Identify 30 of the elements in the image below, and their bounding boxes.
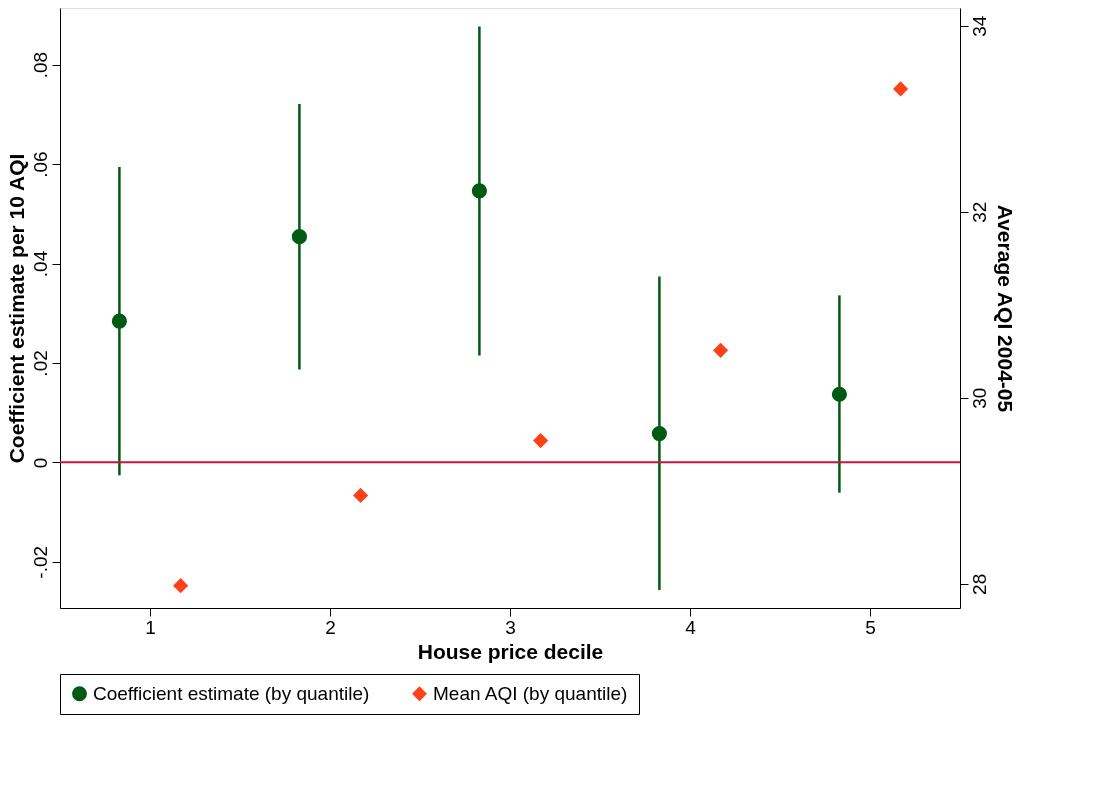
y-tick-label: .08 xyxy=(29,51,51,79)
y-tick-label: -.02 xyxy=(29,545,51,579)
y2-tick-label: 28 xyxy=(968,573,990,595)
y-axis-title: Coefficient estimate per 10 AQI xyxy=(4,153,28,464)
x-tick-label: 3 xyxy=(505,616,516,638)
point xyxy=(173,578,189,594)
y-tick-label: 0 xyxy=(29,457,51,469)
point xyxy=(533,432,549,449)
point xyxy=(353,487,369,504)
point xyxy=(471,183,487,199)
x-tick-label: 5 xyxy=(865,616,876,638)
y-tick-label: .02 xyxy=(29,350,51,377)
point xyxy=(713,342,729,358)
y-tick-label: .06 xyxy=(29,151,51,178)
y-tick-label: .04 xyxy=(29,250,51,278)
x-tick-label: 4 xyxy=(685,616,697,638)
point xyxy=(291,229,307,245)
point xyxy=(111,313,127,329)
y2-axis-title: Average AQI 2004-05 xyxy=(993,204,1017,413)
x-tick-label: 1 xyxy=(145,616,156,638)
y2-tick-label: 32 xyxy=(968,201,990,223)
x-axis-title: House price decile xyxy=(417,639,604,663)
y2-tick-label: 34 xyxy=(968,15,990,37)
x-tick-label: 2 xyxy=(325,616,336,638)
y2-tick-label: 30 xyxy=(968,387,990,409)
point xyxy=(831,386,847,402)
point xyxy=(651,425,667,442)
legend-label: Mean AQI (by quantile) xyxy=(433,682,628,704)
legend-label: Coefficient estimate (by quantile) xyxy=(93,682,370,704)
point xyxy=(893,81,909,97)
